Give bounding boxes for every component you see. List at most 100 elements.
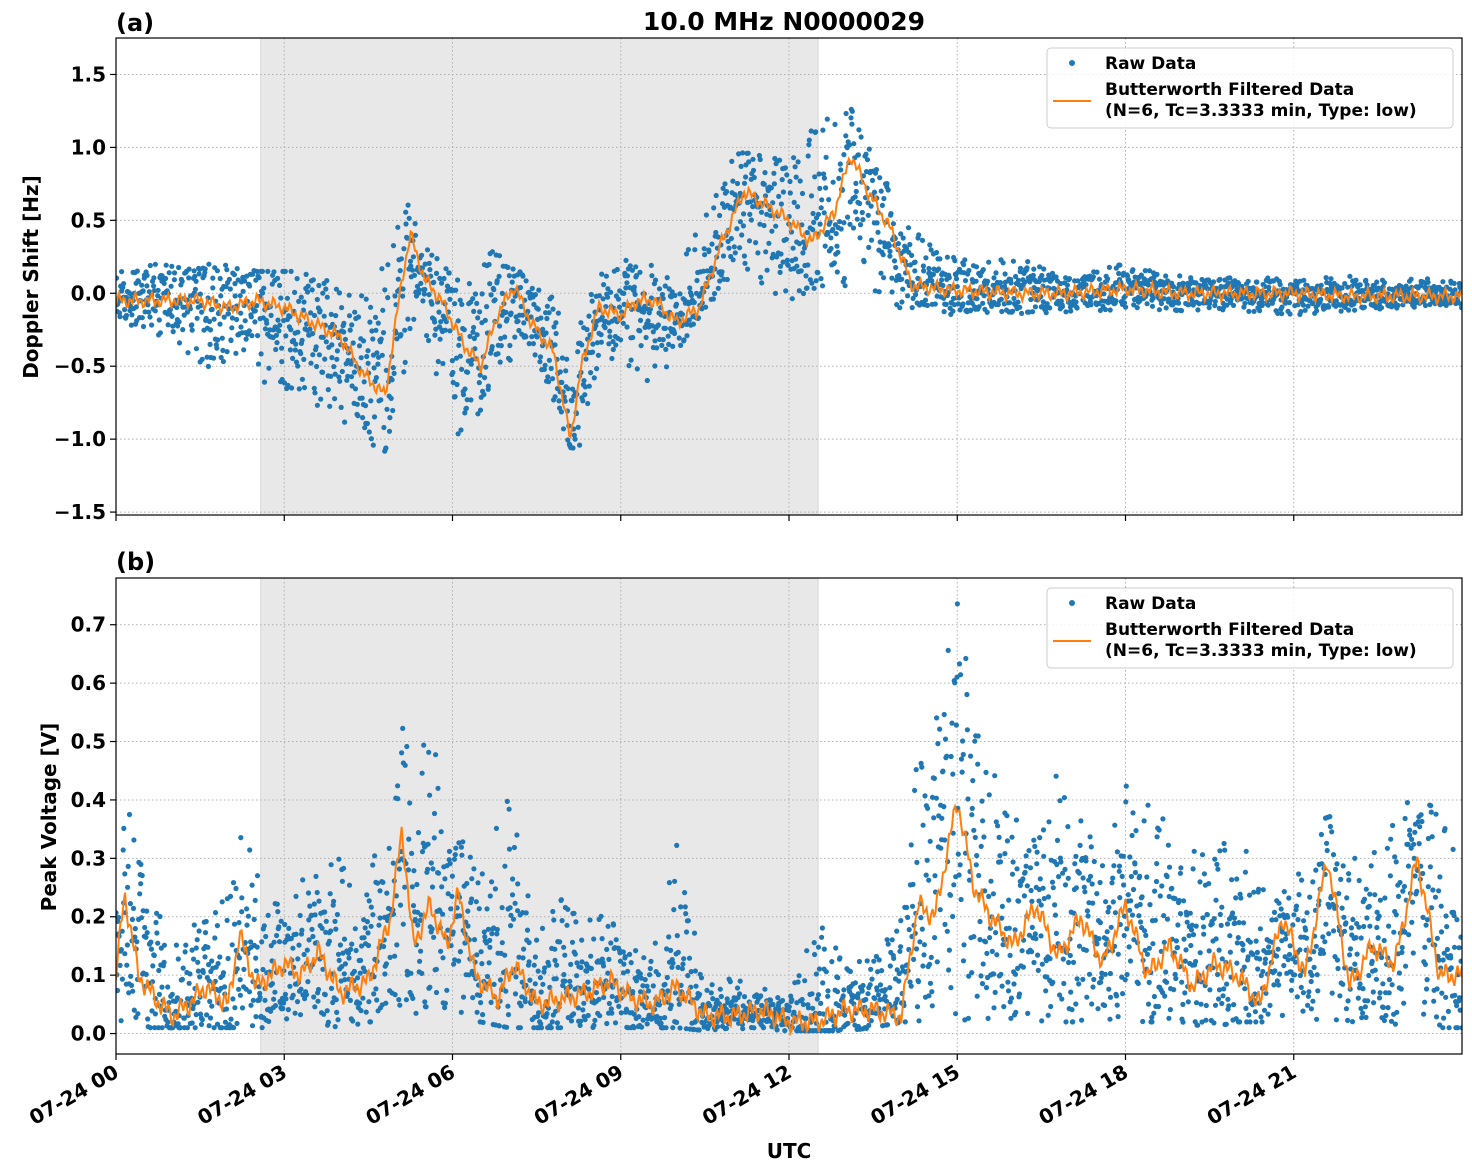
raw-data-point <box>229 942 235 948</box>
raw-data-point <box>578 1018 584 1024</box>
raw-data-point <box>546 962 552 968</box>
raw-data-point <box>553 320 559 326</box>
raw-data-point <box>527 977 533 983</box>
raw-data-point <box>927 838 933 844</box>
raw-data-point <box>1057 798 1063 804</box>
raw-data-point <box>747 199 754 205</box>
raw-data-point <box>676 335 682 341</box>
raw-data-point <box>758 209 765 215</box>
raw-data-point <box>701 1022 707 1028</box>
raw-data-point <box>295 329 301 335</box>
raw-data-point <box>1265 1011 1271 1017</box>
raw-data-point <box>163 262 169 268</box>
raw-data-point <box>1195 307 1201 313</box>
raw-data-point <box>426 337 432 344</box>
raw-data-point <box>620 949 626 955</box>
raw-data-point <box>909 903 916 909</box>
raw-data-point <box>782 165 789 171</box>
raw-data-point <box>821 946 827 952</box>
raw-data-point <box>794 263 800 269</box>
raw-data-point <box>184 309 190 315</box>
raw-data-point <box>921 942 928 948</box>
raw-data-point <box>706 248 712 255</box>
raw-data-point <box>480 1019 486 1025</box>
raw-data-point <box>902 1019 908 1025</box>
raw-data-point <box>131 837 137 843</box>
raw-data-point <box>841 220 847 226</box>
raw-data-point <box>1101 291 1107 297</box>
raw-data-point <box>415 830 422 836</box>
raw-data-point <box>1206 881 1212 887</box>
raw-data-point <box>202 930 209 936</box>
raw-data-point <box>231 921 238 927</box>
raw-data-point <box>936 266 942 272</box>
raw-data-point <box>591 375 597 381</box>
raw-data-point <box>296 942 302 948</box>
raw-data-point <box>623 285 629 291</box>
raw-data-point <box>1283 936 1289 942</box>
raw-data-point <box>259 1025 265 1031</box>
raw-data-point <box>567 983 573 989</box>
raw-data-point <box>194 937 200 943</box>
raw-data-point <box>1247 892 1253 898</box>
raw-data-point <box>953 722 960 728</box>
raw-data-point <box>139 872 145 879</box>
raw-data-point <box>379 352 385 358</box>
raw-data-point <box>992 989 998 996</box>
raw-data-point <box>273 332 279 338</box>
raw-data-point <box>1140 1018 1146 1025</box>
raw-data-point <box>1326 304 1332 310</box>
raw-data-point <box>219 1025 225 1031</box>
raw-data-point <box>1075 278 1081 284</box>
raw-data-point <box>583 356 589 362</box>
raw-data-point <box>272 1003 279 1009</box>
raw-data-point <box>1246 308 1252 314</box>
raw-data-point <box>606 341 612 347</box>
raw-data-point <box>877 175 883 181</box>
raw-data-point <box>443 266 449 272</box>
raw-data-point <box>122 951 128 957</box>
raw-data-point <box>932 935 938 941</box>
raw-data-point <box>138 861 144 868</box>
raw-data-point <box>409 884 415 890</box>
raw-data-point <box>396 997 402 1003</box>
raw-data-point <box>400 725 406 732</box>
raw-data-point <box>690 321 697 327</box>
raw-data-point <box>384 890 390 896</box>
raw-data-point <box>937 256 943 262</box>
raw-data-point <box>354 401 360 407</box>
raw-data-point <box>1058 280 1064 287</box>
raw-data-point <box>1050 979 1056 986</box>
raw-data-point <box>258 351 264 357</box>
raw-data-point <box>1077 842 1083 849</box>
raw-data-point <box>256 275 262 281</box>
raw-data-point <box>835 975 841 981</box>
raw-data-point <box>133 304 139 310</box>
raw-data-point <box>808 128 814 134</box>
raw-data-point <box>1084 908 1090 914</box>
raw-data-point <box>504 316 510 322</box>
raw-data-point <box>309 926 315 932</box>
raw-data-point <box>1047 956 1053 962</box>
raw-data-point <box>703 304 709 310</box>
raw-data-point <box>857 222 864 228</box>
raw-data-point <box>1306 989 1312 995</box>
raw-data-point <box>296 298 302 304</box>
raw-data-point <box>1150 295 1156 301</box>
raw-data-point <box>601 282 607 288</box>
raw-data-point <box>973 264 980 270</box>
raw-data-point <box>624 324 630 330</box>
raw-data-point <box>277 322 283 328</box>
raw-data-point <box>958 672 964 678</box>
raw-data-point <box>479 961 485 967</box>
raw-data-point <box>128 982 135 989</box>
raw-data-point <box>1045 1012 1051 1018</box>
raw-data-point <box>1130 886 1137 893</box>
raw-data-point <box>605 923 611 929</box>
raw-data-point <box>450 929 456 935</box>
raw-data-point <box>875 992 882 998</box>
raw-data-point <box>743 174 749 180</box>
raw-data-point <box>378 397 384 403</box>
raw-data-point <box>842 283 848 289</box>
raw-data-point <box>622 954 628 960</box>
